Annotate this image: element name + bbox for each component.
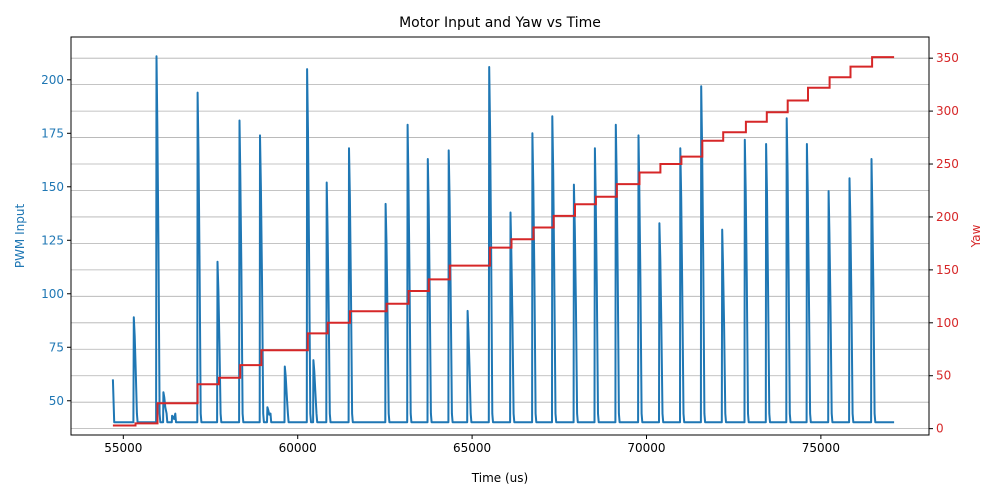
y-right-tick-label: 150	[936, 263, 959, 277]
series-line-pwm-input	[111, 55, 895, 424]
series-layer	[111, 55, 895, 427]
y-right-tick-label: 0	[936, 422, 944, 436]
y-left-tick-label: 150	[41, 180, 64, 194]
y-right-tick-label: 350	[936, 51, 959, 65]
x-tick-label: 55000	[104, 441, 142, 455]
y-left-tick-label: 175	[41, 126, 64, 140]
x-tick-label: 65000	[453, 441, 491, 455]
y-axis-right-title: Yaw	[969, 224, 983, 248]
y-left-tick-label: 125	[41, 233, 64, 247]
y-left-tick-label: 50	[49, 394, 64, 408]
y-right-tick-label: 50	[936, 369, 951, 383]
x-axis-title: Time (us)	[471, 471, 528, 485]
y-right-tick-label: 250	[936, 157, 959, 171]
y-right-tick-label: 200	[936, 210, 959, 224]
x-tick-label: 60000	[279, 441, 317, 455]
plot-frame	[70, 36, 930, 436]
x-tick-label: 75000	[802, 441, 840, 455]
y-right-tick-label: 300	[936, 104, 959, 118]
y-axis-left-title: PWM Input	[13, 204, 27, 269]
y-axis-left: 50 75 100 125 150 175 200	[41, 73, 71, 408]
chart-title: Motor Input and Yaw vs Time	[399, 15, 601, 31]
x-tick-label: 70000	[627, 441, 665, 455]
y-left-tick-label: 100	[41, 287, 64, 301]
y-left-tick-label: 200	[41, 73, 64, 87]
y-right-tick-label: 100	[936, 316, 959, 330]
y-left-tick-label: 75	[49, 340, 64, 354]
y-axis-right: 0 50 100 150 200 250 300 350	[929, 51, 959, 436]
x-axis: 55000 60000 65000 70000 75000	[104, 435, 840, 455]
series-line-yaw	[112, 56, 895, 427]
